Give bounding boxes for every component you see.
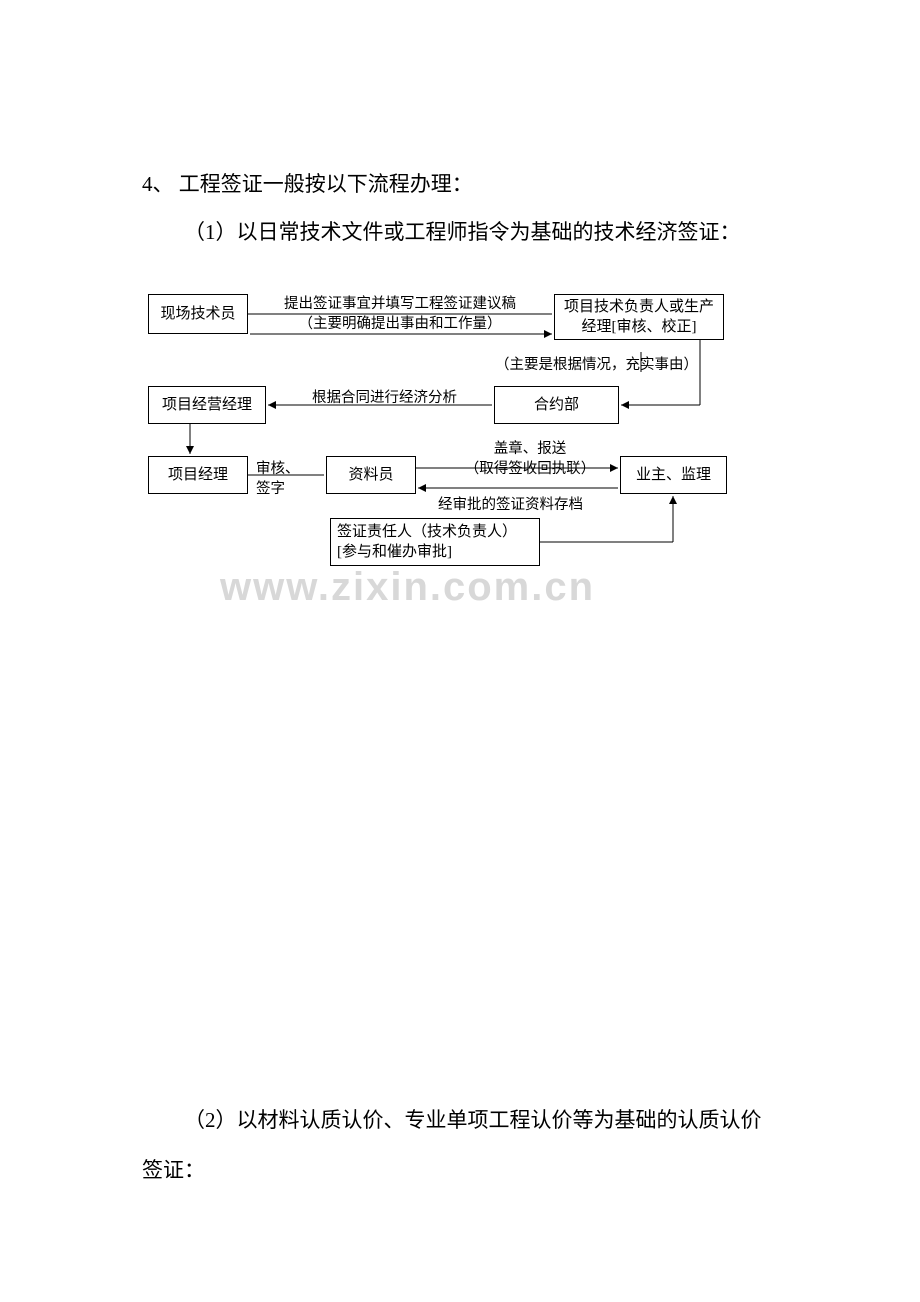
- watermark: www.zixin.com.cn: [220, 565, 595, 610]
- node-tech-lead: 项目技术负责人或生产经理[审核、校正]: [554, 294, 724, 340]
- heading-4: 4、 工程签证一般按以下流程办理：: [142, 168, 473, 202]
- node-project-ops-manager: 项目经营经理: [148, 386, 266, 424]
- edge-label-e1: 提出签证事宜并填写工程签证建议稿 （主要明确提出事由和工作量）: [260, 295, 540, 334]
- node-archivist: 资料员: [326, 456, 416, 494]
- edge-label-e7: 经审批的签证资料存档: [438, 496, 613, 516]
- node-contract-dept: 合约部: [494, 386, 619, 424]
- edge-label-e5: 审核、 签字: [256, 460, 316, 499]
- edge-label-e3: 根据合同进行经济分析: [312, 389, 482, 409]
- subheading-1: （1）以日常技术文件或工程师指令为基础的技术经济签证：: [184, 216, 741, 250]
- edge-label-e6: 盖章、报送 （取得签收回执联）: [450, 440, 610, 479]
- node-project-manager: 项目经理: [148, 456, 248, 494]
- page: 4、 工程签证一般按以下流程办理： （1）以日常技术文件或工程师指令为基础的技术…: [0, 0, 920, 1302]
- edge-label-e2: （主要是根据情况，充实事由）: [495, 356, 725, 376]
- node-visa-responsible: 签证责任人（技术负责人） [参与和催办审批]: [330, 518, 540, 566]
- subheading-2-line1: （2）以材料认质认价、专业单项工程认价等为基础的认质认价: [184, 1104, 762, 1138]
- subheading-2-line2: 签证：: [142, 1154, 205, 1188]
- node-owner-supervisor: 业主、监理: [620, 456, 727, 494]
- node-field-technician: 现场技术员: [148, 294, 248, 334]
